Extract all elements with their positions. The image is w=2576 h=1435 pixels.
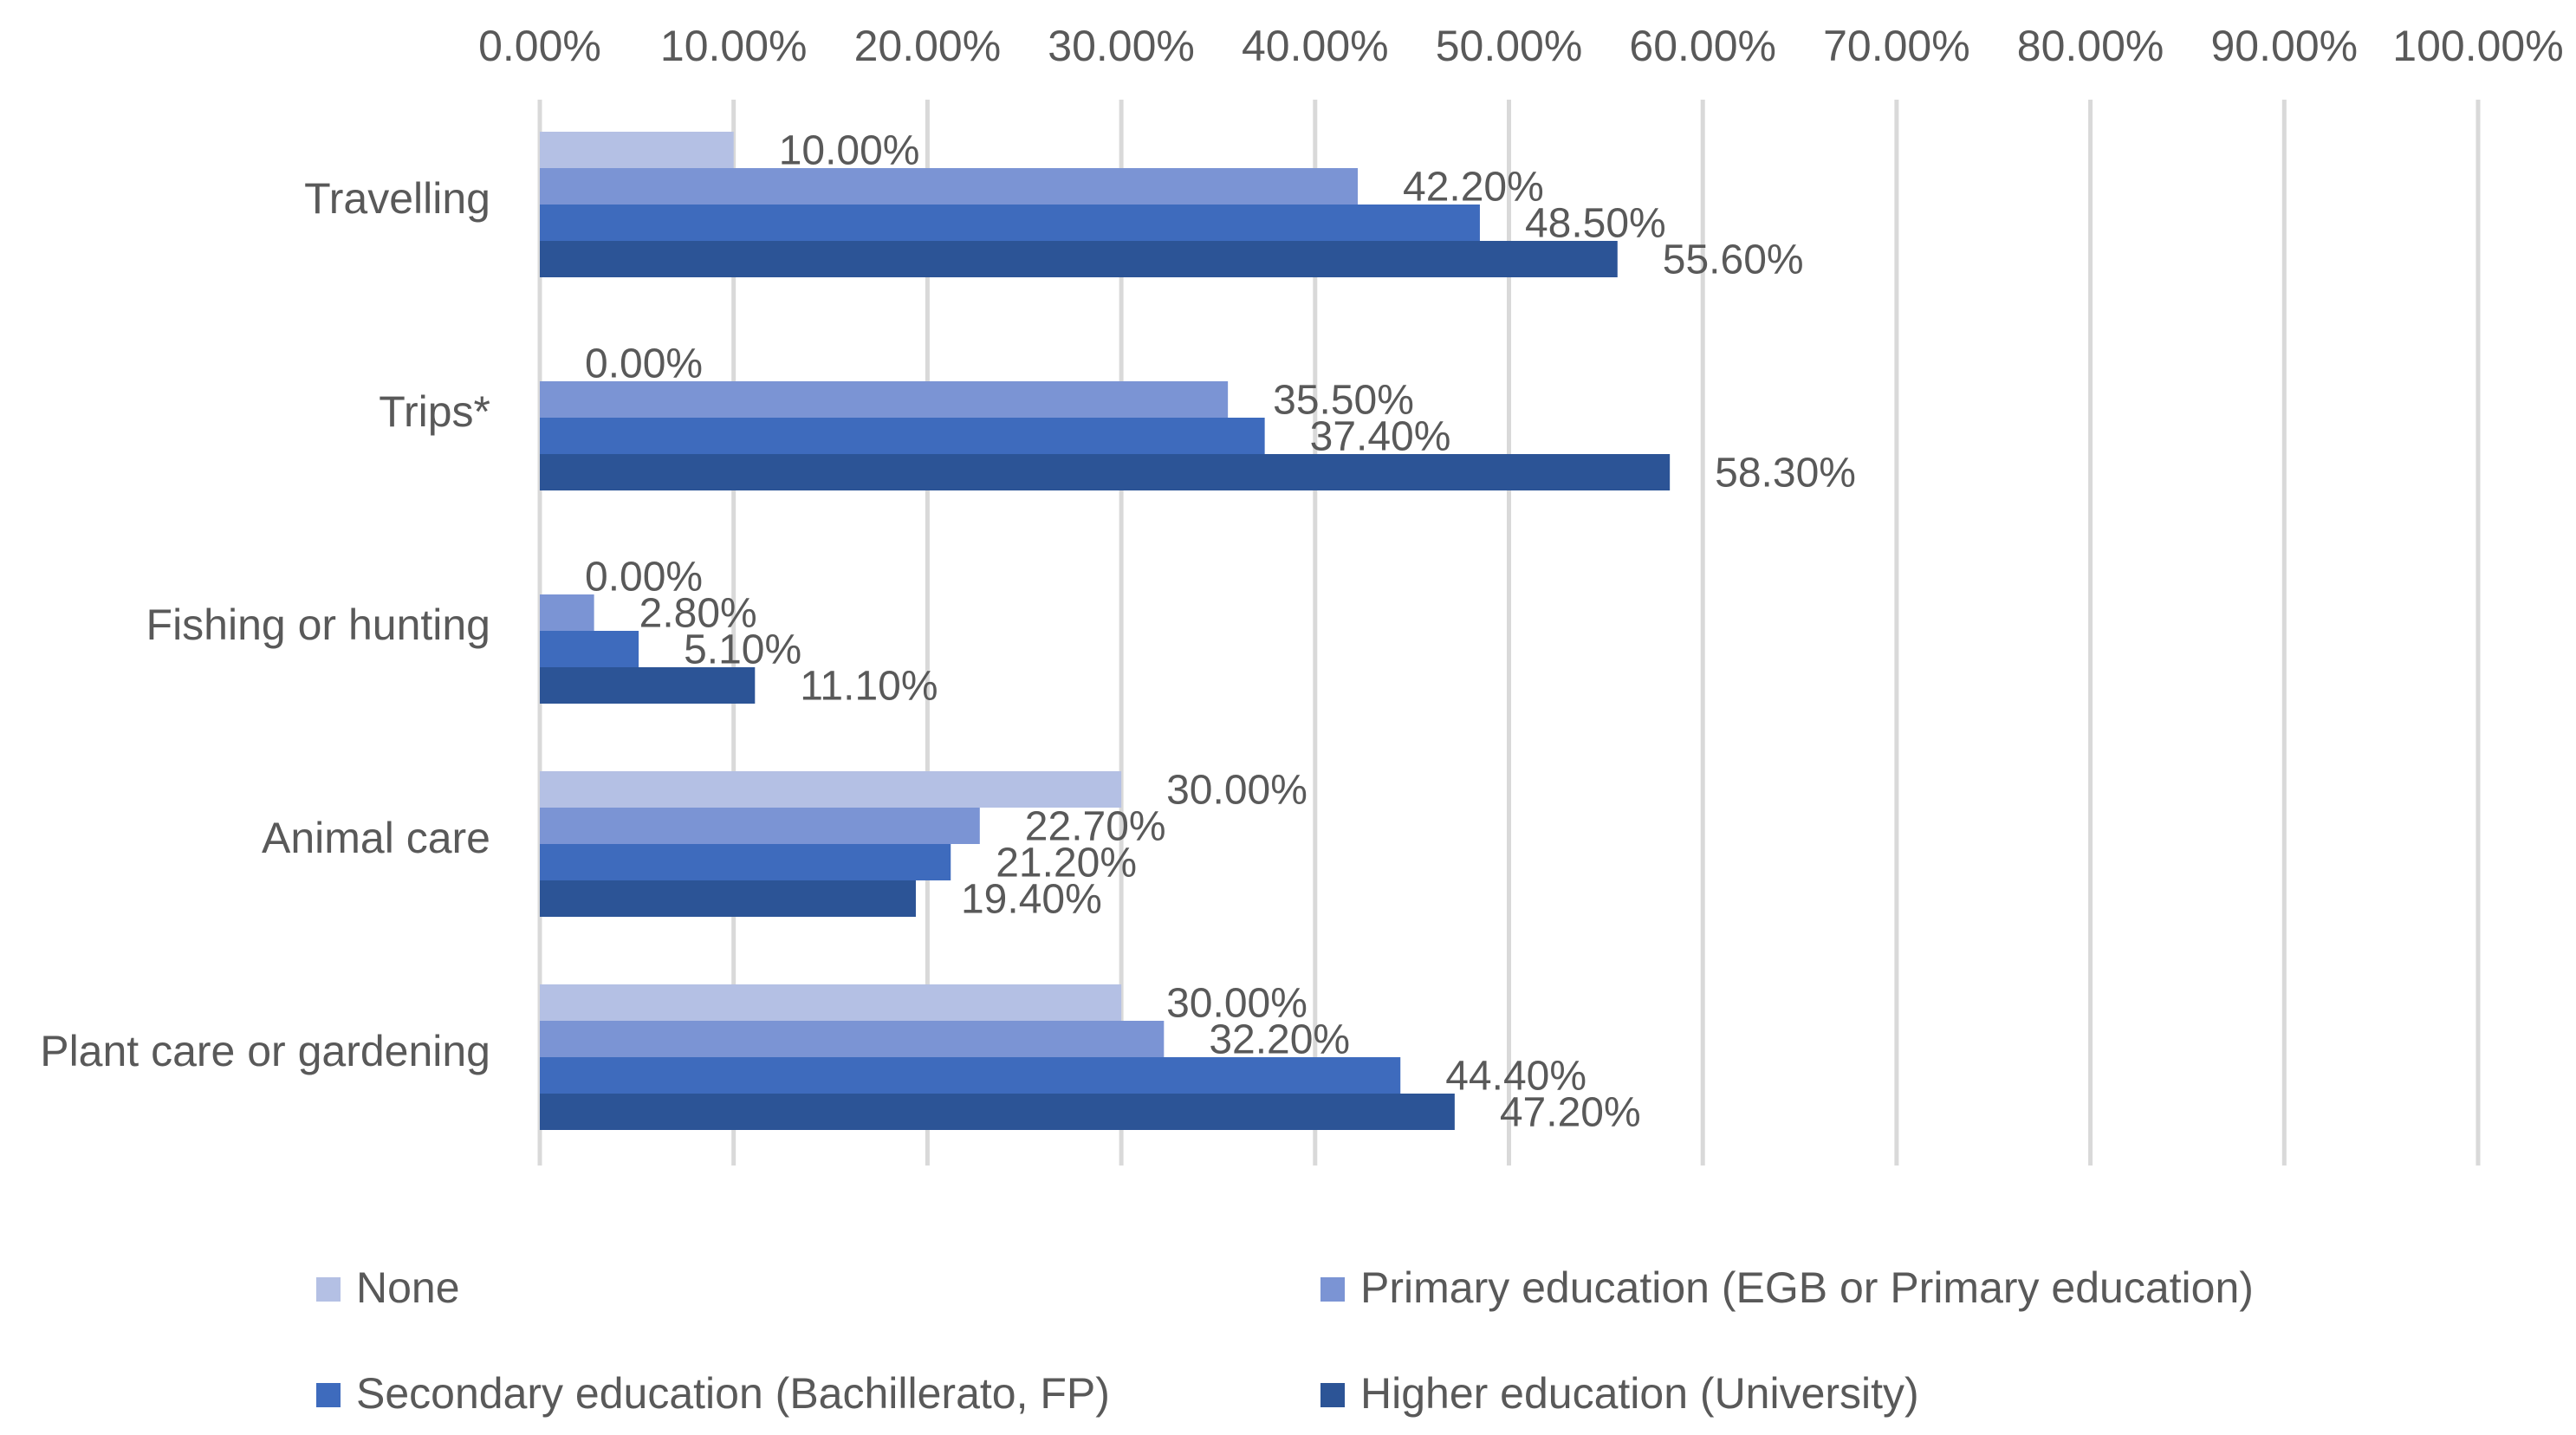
legend-label: None: [356, 1263, 460, 1312]
bar: [540, 381, 1229, 418]
bar: [540, 241, 1618, 277]
data-label: 35.50%: [1273, 378, 1414, 424]
data-label: 5.10%: [684, 627, 801, 673]
legend-swatch: [1320, 1383, 1345, 1407]
x-tick-label: 100.00%: [2392, 22, 2563, 70]
x-tick-label: 0.00%: [478, 22, 601, 70]
x-tick-label: 30.00%: [1048, 22, 1195, 70]
data-label: 21.20%: [996, 841, 1137, 886]
legend-swatch: [316, 1277, 341, 1302]
data-label: 11.10%: [800, 664, 938, 710]
legend-label: Secondary education (Bachillerato, FP): [356, 1369, 1110, 1418]
x-tick-label: 20.00%: [854, 22, 1002, 70]
category-label: Animal care: [262, 814, 490, 862]
x-tick-label: 80.00%: [2017, 22, 2164, 70]
category-label: Travelling: [304, 174, 490, 223]
x-tick-label: 90.00%: [2211, 22, 2359, 70]
legend: None Primary education (EGB or Primary ed…: [316, 1263, 2254, 1418]
data-label: 2.80%: [639, 591, 757, 637]
data-label: 37.40%: [1310, 414, 1451, 460]
bar: [540, 454, 1671, 490]
data-label: 47.20%: [1500, 1090, 1641, 1136]
legend-swatch: [1320, 1277, 1345, 1302]
legend-item: Higher education (University): [1320, 1369, 1919, 1418]
bar: [540, 771, 1122, 808]
category-label: Plant care or gardening: [40, 1027, 490, 1075]
bar: [540, 418, 1265, 454]
bar: [540, 984, 1122, 1021]
bar: [540, 168, 1359, 205]
data-label: 30.00%: [1166, 981, 1307, 1027]
data-label: 0.00%: [585, 341, 703, 387]
x-tick-label: 40.00%: [1242, 22, 1389, 70]
data-label: 58.30%: [1715, 451, 1856, 497]
legend-item: None: [316, 1263, 460, 1312]
value-labels: 10.00% 42.20%48.50%55.60% 0.00% 35.50%37.40…: [585, 128, 1856, 1136]
x-tick-label: 10.00%: [660, 22, 808, 70]
x-axis-ticks: 0.00% 10.00% 20.00% 30.00% 40.00% 50.00% 60.00…: [478, 22, 2564, 70]
category-label: Trips*: [379, 387, 490, 436]
data-label: 10.00%: [779, 128, 920, 174]
bar: [540, 1021, 1165, 1057]
category-labels: Travelling Trips* Fishing or hunting Animal…: [40, 174, 490, 1075]
bar: [540, 205, 1480, 241]
bar: [540, 667, 756, 704]
x-tick-label: 50.00%: [1436, 22, 1583, 70]
bars: [540, 132, 1671, 1130]
data-label: 42.20%: [1403, 165, 1544, 211]
bar: [540, 1057, 1401, 1094]
legend-label: Higher education (University): [1360, 1369, 1919, 1418]
x-tick-label: 70.00%: [1823, 22, 1970, 70]
bar: [540, 132, 734, 168]
bar: [540, 844, 951, 880]
legend-item: Primary education (EGB or Primary educat…: [1320, 1263, 2254, 1312]
bar: [540, 1094, 1455, 1130]
data-label: 44.40%: [1445, 1054, 1586, 1100]
data-label: 0.00%: [585, 555, 703, 601]
legend-label: Primary education (EGB or Primary educat…: [1360, 1263, 2254, 1312]
data-label: 30.00%: [1166, 768, 1307, 814]
data-label: 19.40%: [961, 877, 1102, 923]
data-label: 22.70%: [1025, 804, 1166, 850]
x-tick-label: 60.00%: [1629, 22, 1776, 70]
bar: [540, 594, 594, 631]
legend-swatch: [316, 1383, 341, 1407]
bar: [540, 808, 980, 844]
bar: [540, 631, 639, 667]
bar: [540, 880, 916, 917]
data-label: 55.60%: [1663, 237, 1804, 283]
legend-item: Secondary education (Bachillerato, FP): [316, 1369, 1110, 1418]
data-label: 48.50%: [1525, 201, 1666, 247]
data-label: 32.20%: [1209, 1017, 1350, 1063]
category-label: Fishing or hunting: [146, 601, 490, 649]
